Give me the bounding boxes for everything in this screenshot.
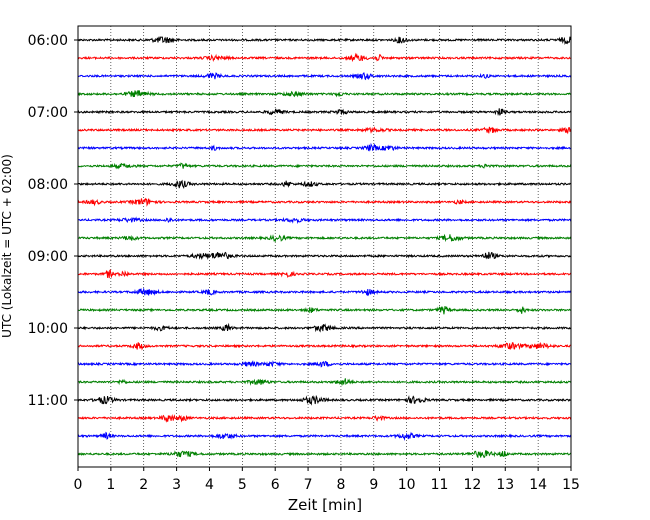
- y-tick-label-3: 09:00: [28, 249, 68, 265]
- x-tick-label-6: 6: [271, 477, 280, 493]
- trace-0700: [77, 108, 572, 116]
- x-tick-label-5: 5: [238, 477, 247, 493]
- plot-frame: [77, 25, 572, 468]
- y-tick-label-2: 08:00: [28, 177, 68, 193]
- trace-1100: [77, 394, 572, 406]
- x-tick-label-1: 1: [106, 477, 115, 493]
- trace-0945: [77, 305, 572, 315]
- x-tick-label-14: 14: [529, 477, 547, 493]
- x-tick-label-3: 3: [172, 477, 181, 493]
- trace-1030: [77, 360, 572, 368]
- x-axis-label: Zeit [min]: [288, 496, 362, 514]
- trace-0845: [77, 233, 572, 243]
- trace-0645: [77, 90, 572, 98]
- trace-0830: [77, 216, 572, 225]
- y-tick-label-0: 06:00: [28, 33, 68, 49]
- trace-0745: [77, 162, 572, 170]
- y-axis-label: UTC (Lokalzeit = UTC + 02:00): [0, 154, 14, 338]
- trace-1000: [77, 322, 572, 333]
- x-tick-label-13: 13: [496, 477, 514, 493]
- x-tick-label-10: 10: [398, 477, 416, 493]
- trace-1115: [77, 413, 572, 423]
- trace-1130: [77, 431, 572, 441]
- trace-0930: [77, 287, 572, 297]
- trace-0715: [77, 126, 572, 135]
- x-tick-label-7: 7: [304, 477, 313, 493]
- x-tick-label-2: 2: [139, 477, 148, 493]
- y-tick-label-5: 11:00: [28, 393, 68, 409]
- x-axis-ticks: 0 1 2 3 4 5 6 7 8 9 10 11 12 13 14 15: [74, 467, 580, 493]
- x-tick-label-0: 0: [74, 477, 83, 493]
- trace-0730: [77, 142, 572, 152]
- trace-0600: [77, 36, 572, 46]
- trace-1145: [77, 449, 572, 459]
- trace-1015: [77, 341, 572, 351]
- y-tick-label-4: 10:00: [28, 321, 68, 337]
- y-tick-label-1: 07:00: [28, 105, 68, 121]
- x-tick-label-11: 11: [431, 477, 449, 493]
- trace-0615: [77, 52, 572, 63]
- x-tick-label-12: 12: [463, 477, 481, 493]
- trace-0815: [77, 197, 572, 207]
- y-axis-ticks: 06:00 07:00 08:00 09:00 10:00 11:00: [28, 33, 78, 409]
- trace-0800: [77, 179, 572, 189]
- trace-0915: [77, 269, 572, 279]
- x-tick-label-4: 4: [205, 477, 214, 493]
- x-tick-label-9: 9: [369, 477, 378, 493]
- trace-0630: [77, 72, 572, 81]
- x-tick-label-15: 15: [562, 477, 580, 493]
- trace-1045: [77, 378, 572, 386]
- x-tick-label-8: 8: [336, 477, 345, 493]
- trace-0900: [77, 251, 572, 260]
- seismic-traces: [77, 36, 572, 459]
